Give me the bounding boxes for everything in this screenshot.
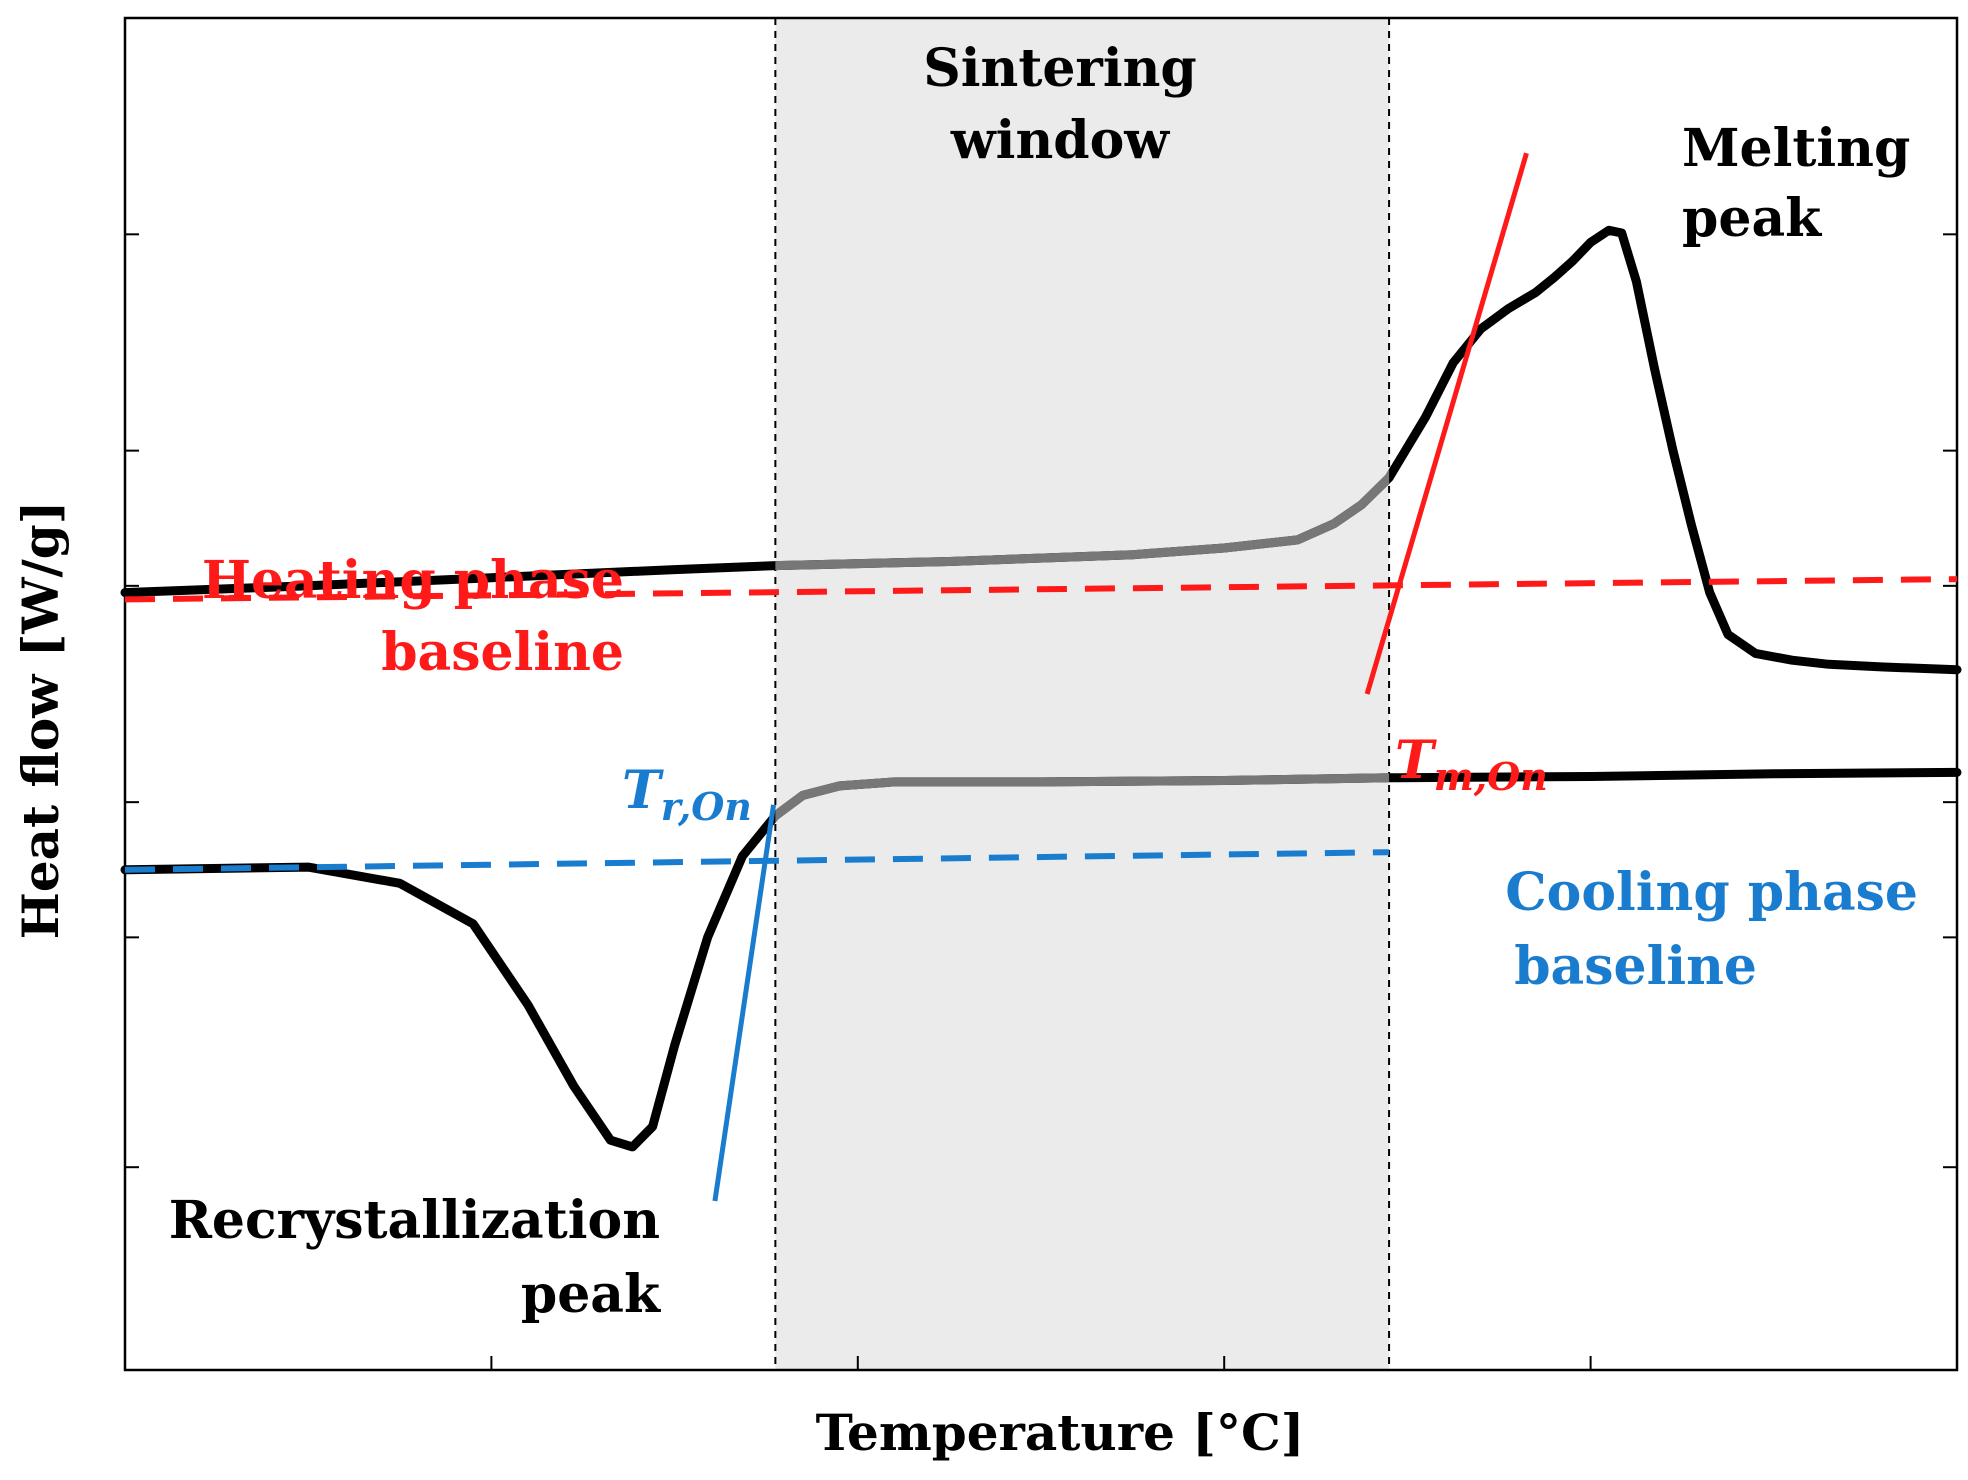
t-m-on-subscript: m,On bbox=[1434, 754, 1548, 799]
melting-onset-tangent bbox=[1364, 152, 1529, 695]
cooling-baseline-label-line1: Cooling phase bbox=[1505, 862, 1918, 923]
t-r-on-label: Tr,On bbox=[622, 760, 752, 829]
heating-phase-baseline bbox=[124, 576, 1958, 603]
x-axis-title: Temperature [°C] bbox=[816, 1403, 1305, 1462]
heating-baseline-label-line1: Heating phase bbox=[202, 550, 624, 611]
cooling-phase-baseline bbox=[124, 849, 1390, 873]
heating-curve-window-segment bbox=[775, 468, 1390, 571]
heating-baseline-label-line2: baseline bbox=[381, 622, 624, 683]
t-m-on-label: Tm,On bbox=[1395, 730, 1548, 799]
t-r-on-subscript: r,On bbox=[661, 784, 752, 829]
recrystallization-onset-tangent bbox=[712, 804, 777, 1202]
melting-peak-label-line2: peak bbox=[1682, 188, 1822, 249]
cooling-curve-window-segment bbox=[775, 773, 1390, 823]
cooling-baseline-label-line2: baseline bbox=[1514, 936, 1757, 997]
sintering-window-band bbox=[775, 18, 1390, 1370]
sintering-window-label-line1: Sintering bbox=[923, 38, 1197, 99]
melting-peak-label-line1: Melting bbox=[1682, 118, 1910, 179]
t-r-on-main: T bbox=[622, 760, 664, 821]
recrystallization-peak-label-line1: Recrystallization bbox=[169, 1190, 660, 1251]
axis-ticks bbox=[125, 233, 1957, 1370]
sintering-window-label-line2: window bbox=[950, 110, 1170, 171]
t-m-on-main: T bbox=[1395, 730, 1437, 791]
y-axis-title: Heat flow [W/g] bbox=[11, 501, 70, 940]
plot-frame bbox=[123, 16, 1959, 1372]
recrystallization-peak-label-line2: peak bbox=[521, 1264, 661, 1325]
